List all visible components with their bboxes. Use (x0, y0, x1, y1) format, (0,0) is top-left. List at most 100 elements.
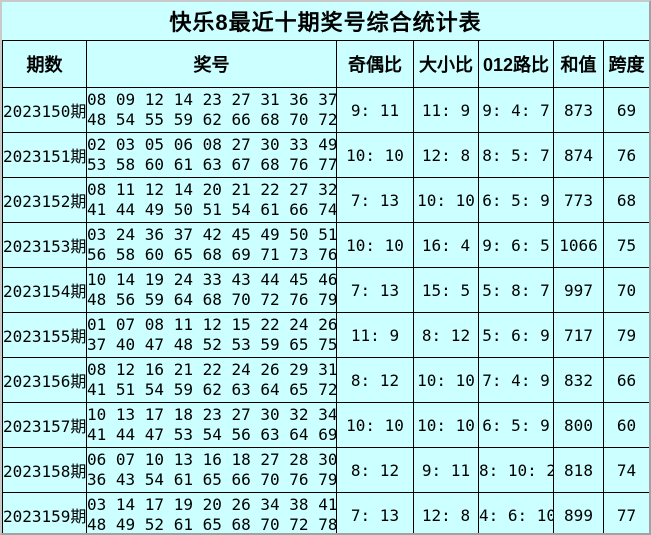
numbers-line1: 03 14 17 19 20 26 34 38 41 44 (87, 495, 337, 514)
header-row: 期数 奖号 奇偶比 大小比 012路比 和值 跨度 (2, 40, 649, 88)
road012-cell: 9: 4: 7 (478, 87, 554, 133)
period-cell: 2023157期 (2, 402, 87, 448)
odd-even-cell: 10: 10 (336, 222, 414, 268)
col-header-big-small: 大小比 (413, 40, 479, 88)
numbers-cell: 03 24 36 37 42 45 49 50 51 55 56 58 60 6… (86, 222, 337, 268)
sum-cell: 717 (553, 312, 604, 358)
numbers-cell: 08 12 16 21 22 24 26 29 31 38 41 51 54 5… (86, 357, 337, 403)
col-header-sum: 和值 (553, 40, 604, 88)
numbers-line2: 37 40 47 48 52 53 59 65 75 80 (87, 335, 337, 354)
big-small-cell: 16: 4 (413, 222, 479, 268)
numbers-cell: 08 09 12 14 23 27 31 36 37 45 48 54 55 5… (86, 87, 337, 133)
numbers-line1: 03 24 36 37 42 45 49 50 51 55 (87, 225, 337, 244)
sum-cell: 773 (553, 177, 604, 223)
sum-cell: 899 (553, 492, 604, 533)
odd-even-cell: 10: 10 (336, 402, 414, 448)
numbers-cell: 08 11 12 14 20 21 22 27 32 40 41 44 49 5… (86, 177, 337, 223)
odd-even-cell: 8: 12 (336, 447, 414, 493)
road012-cell: 5: 8: 7 (478, 267, 554, 313)
road012-cell: 7: 4: 9 (478, 357, 554, 403)
span-cell: 79 (603, 312, 649, 358)
numbers-line2: 48 54 55 59 62 66 68 70 72 77 (87, 110, 337, 129)
sum-cell: 1066 (553, 222, 604, 268)
numbers-cell: 02 03 05 06 08 27 30 33 49 50 53 58 60 6… (86, 132, 337, 178)
sum-cell: 874 (553, 132, 604, 178)
table-row: 2023150期 08 09 12 14 23 27 31 36 37 45 4… (2, 87, 649, 133)
span-cell: 60 (603, 402, 649, 448)
numbers-line1: 10 14 19 24 33 43 44 45 46 47 (87, 270, 337, 289)
page-title: 快乐8最近十期奖号综合统计表 (169, 10, 482, 35)
road012-cell: 6: 5: 9 (478, 177, 554, 223)
numbers-line1: 08 09 12 14 23 27 31 36 37 45 (87, 90, 337, 109)
odd-even-cell: 10: 10 (336, 132, 414, 178)
period-cell: 2023153期 (2, 222, 87, 268)
numbers-line2: 41 51 54 59 62 63 64 65 72 74 (87, 380, 337, 399)
big-small-cell: 8: 12 (413, 312, 479, 358)
numbers-cell: 03 14 17 19 20 26 34 38 41 44 48 49 52 6… (86, 492, 337, 534)
span-cell: 70 (603, 267, 649, 313)
road012-cell: 8: 5: 7 (478, 132, 554, 178)
sum-cell: 818 (553, 447, 604, 493)
sum-cell: 997 (553, 267, 604, 313)
period-cell: 2023151期 (2, 132, 87, 178)
big-small-cell: 10: 10 (413, 357, 479, 403)
period-cell: 2023158期 (2, 447, 87, 493)
table-row: 2023151期 02 03 05 06 08 27 30 33 49 50 5… (2, 132, 649, 178)
col-header-period: 期数 (2, 40, 87, 88)
numbers-line2: 48 56 59 64 68 70 72 76 79 80 (87, 290, 337, 309)
span-cell: 74 (603, 447, 649, 493)
period-cell: 2023155期 (2, 312, 87, 358)
numbers-line2: 41 44 49 50 51 54 61 66 74 76 (87, 200, 337, 219)
sum-cell: 800 (553, 402, 604, 448)
table-row: 2023155期 01 07 08 11 12 15 22 24 26 35 3… (2, 312, 649, 358)
stats-table: 期数 奖号 奇偶比 大小比 012路比 和值 跨度 2023150期 08 09… (2, 40, 649, 534)
numbers-line2: 53 58 60 61 63 67 68 76 77 78 (87, 155, 337, 174)
big-small-cell: 15: 5 (413, 267, 479, 313)
period-cell: 2023152期 (2, 177, 87, 223)
numbers-cell: 01 07 08 11 12 15 22 24 26 35 37 40 47 4… (86, 312, 337, 358)
period-cell: 2023154期 (2, 267, 87, 313)
odd-even-cell: 9: 11 (336, 87, 414, 133)
span-cell: 75 (603, 222, 649, 268)
numbers-line1: 08 11 12 14 20 21 22 27 32 40 (87, 180, 337, 199)
road012-cell: 9: 6: 5 (478, 222, 554, 268)
odd-even-cell: 7: 13 (336, 267, 414, 313)
numbers-cell: 06 07 10 13 16 18 27 28 30 33 36 43 54 6… (86, 447, 337, 493)
sum-cell: 832 (553, 357, 604, 403)
numbers-line1: 08 12 16 21 22 24 26 29 31 38 (87, 360, 337, 379)
numbers-cell: 10 14 19 24 33 43 44 45 46 47 48 56 59 6… (86, 267, 337, 313)
period-cell: 2023159期 (2, 492, 87, 533)
big-small-cell: 11: 9 (413, 87, 479, 133)
numbers-cell: 10 13 17 18 23 27 30 32 34 35 41 44 47 5… (86, 402, 337, 448)
table-row: 2023156期 08 12 16 21 22 24 26 29 31 38 4… (2, 357, 649, 403)
big-small-cell: 9: 11 (413, 447, 479, 493)
table-row: 2023154期 10 14 19 24 33 43 44 45 46 47 4… (2, 267, 649, 313)
col-header-span: 跨度 (603, 40, 649, 88)
table-row: 2023157期 10 13 17 18 23 27 30 32 34 35 4… (2, 402, 649, 448)
numbers-line2: 48 49 52 61 65 68 70 72 78 80 (87, 515, 337, 534)
table-row: 2023158期 06 07 10 13 16 18 27 28 30 33 3… (2, 447, 649, 493)
road012-cell: 6: 5: 9 (478, 402, 554, 448)
numbers-line1: 02 03 05 06 08 27 30 33 49 50 (87, 135, 337, 154)
numbers-line1: 10 13 17 18 23 27 30 32 34 35 (87, 405, 337, 424)
table-row: 2023159期 03 14 17 19 20 26 34 38 41 44 4… (2, 492, 649, 534)
numbers-line1: 06 07 10 13 16 18 27 28 30 33 (87, 450, 337, 469)
sum-cell: 873 (553, 87, 604, 133)
span-cell: 77 (603, 492, 649, 533)
span-cell: 68 (603, 177, 649, 223)
big-small-cell: 12: 8 (413, 492, 479, 533)
span-cell: 66 (603, 357, 649, 403)
road012-cell: 5: 6: 9 (478, 312, 554, 358)
numbers-line2: 56 58 60 65 68 69 71 73 76 78 (87, 245, 337, 264)
period-cell: 2023156期 (2, 357, 87, 403)
big-small-cell: 12: 8 (413, 132, 479, 178)
odd-even-cell: 7: 13 (336, 492, 414, 533)
odd-even-cell: 8: 12 (336, 357, 414, 403)
numbers-line2: 36 43 54 61 65 66 70 76 79 80 (87, 470, 337, 489)
odd-even-cell: 7: 13 (336, 177, 414, 223)
col-header-road012: 012路比 (478, 40, 554, 88)
road012-cell: 4: 6: 10 (478, 492, 554, 533)
col-header-numbers: 奖号 (86, 40, 337, 88)
big-small-cell: 10: 10 (413, 177, 479, 223)
